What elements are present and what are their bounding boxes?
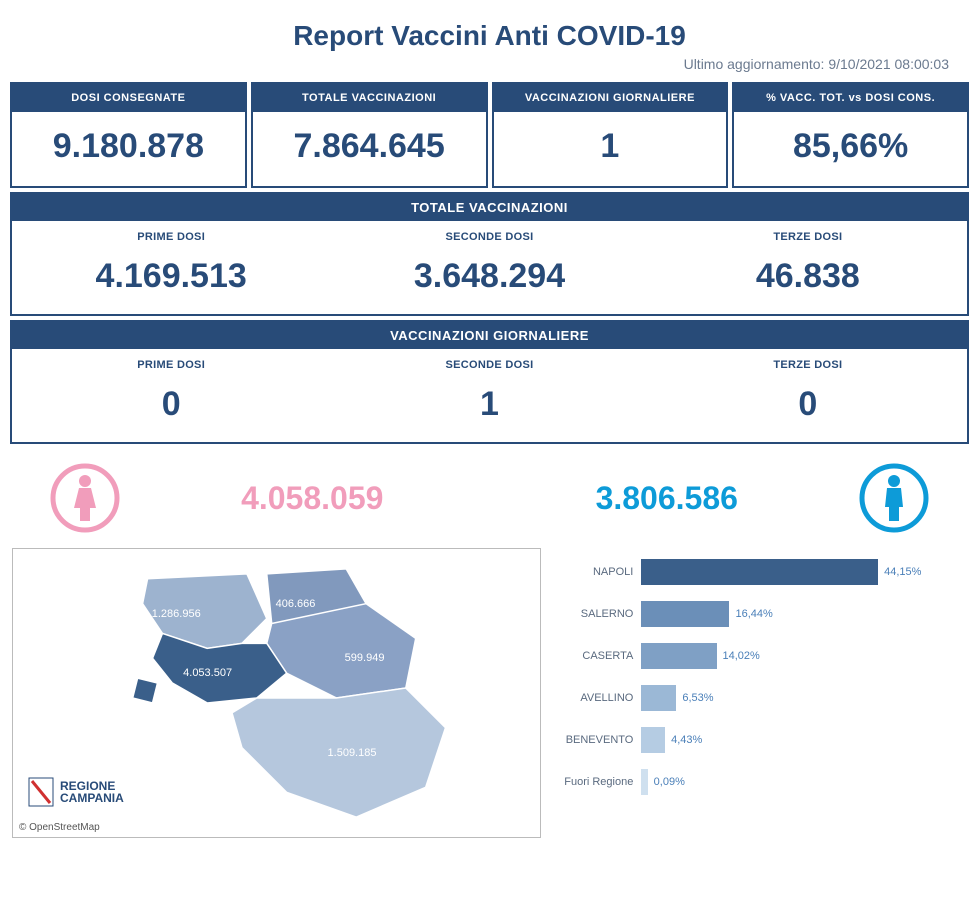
top-cards-row: DOSI CONSEGNATE9.180.878TOTALE VACCINAZI… bbox=[10, 82, 969, 188]
female-icon bbox=[50, 463, 120, 533]
card-value: 85,66% bbox=[734, 127, 967, 166]
daily-section: VACCINAZIONI GIORNALIERE PRIME DOSI0SECO… bbox=[10, 320, 969, 444]
bar-fill bbox=[641, 601, 729, 627]
dose-card: SECONDE DOSI 1 bbox=[330, 349, 648, 442]
totals-header: TOTALE VACCINAZIONI bbox=[12, 194, 967, 221]
bar-fill bbox=[641, 727, 665, 753]
card-label: TOTALE VACCINAZIONI bbox=[253, 84, 486, 112]
bar-pct: 0,09% bbox=[654, 776, 685, 788]
dose-value: 4.169.513 bbox=[12, 257, 330, 296]
bar-label: AVELLINO bbox=[551, 692, 641, 704]
card-label: VACCINAZIONI GIORNALIERE bbox=[494, 84, 727, 112]
dose-label: SECONDE DOSI bbox=[330, 231, 648, 243]
last-update-value: 9/10/2021 08:00:03 bbox=[828, 56, 949, 72]
bar-row: BENEVENTO 4,43% bbox=[551, 726, 957, 754]
bar-row: SALERNO 16,44% bbox=[551, 600, 957, 628]
bar-fill bbox=[641, 769, 647, 795]
map-panel: 1.286.956406.666599.9494.053.5071.509.18… bbox=[12, 548, 541, 838]
dose-card: TERZE DOSI 0 bbox=[649, 349, 967, 442]
dose-label: TERZE DOSI bbox=[649, 231, 967, 243]
card-value: 1 bbox=[494, 127, 727, 166]
top-card: % VACC. TOT. vs DOSI CONS. 85,66% bbox=[732, 82, 969, 188]
male-icon bbox=[859, 463, 929, 533]
bar-track: 44,15% bbox=[641, 559, 957, 585]
bar-pct: 14,02% bbox=[723, 650, 760, 662]
last-update: Ultimo aggiornamento: 9/10/2021 08:00:03 bbox=[10, 56, 949, 72]
bar-row: AVELLINO 6,53% bbox=[551, 684, 957, 712]
dose-label: PRIME DOSI bbox=[12, 359, 330, 371]
dose-value: 0 bbox=[649, 385, 967, 424]
bar-track: 16,44% bbox=[641, 601, 957, 627]
map-region-salerno bbox=[232, 688, 446, 817]
bar-label: Fuori Regione bbox=[551, 776, 641, 788]
bar-label: BENEVENTO bbox=[551, 734, 641, 746]
dose-value: 46.838 bbox=[649, 257, 967, 296]
dose-label: SECONDE DOSI bbox=[330, 359, 648, 371]
bar-label: SALERNO bbox=[551, 608, 641, 620]
card-value: 9.180.878 bbox=[12, 127, 245, 166]
bar-pct: 4,43% bbox=[671, 734, 702, 746]
regione-logo: REGIONECAMPANIA bbox=[28, 777, 124, 807]
bar-pct: 44,15% bbox=[884, 566, 921, 578]
dose-card: SECONDE DOSI 3.648.294 bbox=[330, 221, 648, 314]
bar-row: CASERTA 14,02% bbox=[551, 642, 957, 670]
bar-pct: 6,53% bbox=[682, 692, 713, 704]
map-attribution: © OpenStreetMap bbox=[19, 822, 100, 833]
female-value: 4.058.059 bbox=[150, 480, 475, 517]
daily-header: VACCINAZIONI GIORNALIERE bbox=[12, 322, 967, 349]
bar-fill bbox=[641, 559, 878, 585]
bar-track: 4,43% bbox=[641, 727, 957, 753]
bar-label: NAPOLI bbox=[551, 566, 641, 578]
bar-label: CASERTA bbox=[551, 650, 641, 662]
bar-fill bbox=[641, 643, 716, 669]
bar-track: 0,09% bbox=[641, 769, 957, 795]
report-container: Report Vaccini Anti COVID-19 Ultimo aggi… bbox=[0, 0, 979, 848]
gender-row: 4.058.059 3.806.586 bbox=[10, 448, 969, 548]
top-card: TOTALE VACCINAZIONI 7.864.645 bbox=[251, 82, 488, 188]
card-label: DOSI CONSEGNATE bbox=[12, 84, 245, 112]
top-card: DOSI CONSEGNATE 9.180.878 bbox=[10, 82, 247, 188]
bar-pct: 16,44% bbox=[735, 608, 772, 620]
dose-label: TERZE DOSI bbox=[649, 359, 967, 371]
dose-card: TERZE DOSI 46.838 bbox=[649, 221, 967, 314]
totals-body: PRIME DOSI 4.169.513 SECONDE DOSI 3.648.294… bbox=[12, 221, 967, 314]
regione-logo-text: REGIONECAMPANIA bbox=[60, 780, 124, 804]
daily-body: PRIME DOSI 0 SECONDE DOSI 1 TERZE DOSI 0 bbox=[12, 349, 967, 442]
dose-card: PRIME DOSI 4.169.513 bbox=[12, 221, 330, 314]
bar-row: NAPOLI 44,15% bbox=[551, 558, 957, 586]
male-value: 3.806.586 bbox=[505, 480, 830, 517]
bar-fill bbox=[641, 685, 676, 711]
page-title: Report Vaccini Anti COVID-19 bbox=[10, 20, 969, 52]
card-label: % VACC. TOT. vs DOSI CONS. bbox=[734, 84, 967, 112]
dose-value: 3.648.294 bbox=[330, 257, 648, 296]
bar-row: Fuori Regione 0,09% bbox=[551, 768, 957, 796]
bottom-row: 1.286.956406.666599.9494.053.5071.509.18… bbox=[10, 548, 969, 838]
province-bars: NAPOLI 44,15% SALERNO 16,44% CASERTA 14,02% AV… bbox=[551, 548, 967, 838]
totals-section: TOTALE VACCINAZIONI PRIME DOSI4.169.513S… bbox=[10, 192, 969, 316]
dose-label: PRIME DOSI bbox=[12, 231, 330, 243]
dose-card: PRIME DOSI 0 bbox=[12, 349, 330, 442]
top-card: VACCINAZIONI GIORNALIERE 1 bbox=[492, 82, 729, 188]
last-update-label: Ultimo aggiornamento: bbox=[684, 56, 825, 72]
dose-value: 0 bbox=[12, 385, 330, 424]
bar-track: 14,02% bbox=[641, 643, 957, 669]
bar-track: 6,53% bbox=[641, 685, 957, 711]
dose-value: 1 bbox=[330, 385, 648, 424]
card-value: 7.864.645 bbox=[253, 127, 486, 166]
